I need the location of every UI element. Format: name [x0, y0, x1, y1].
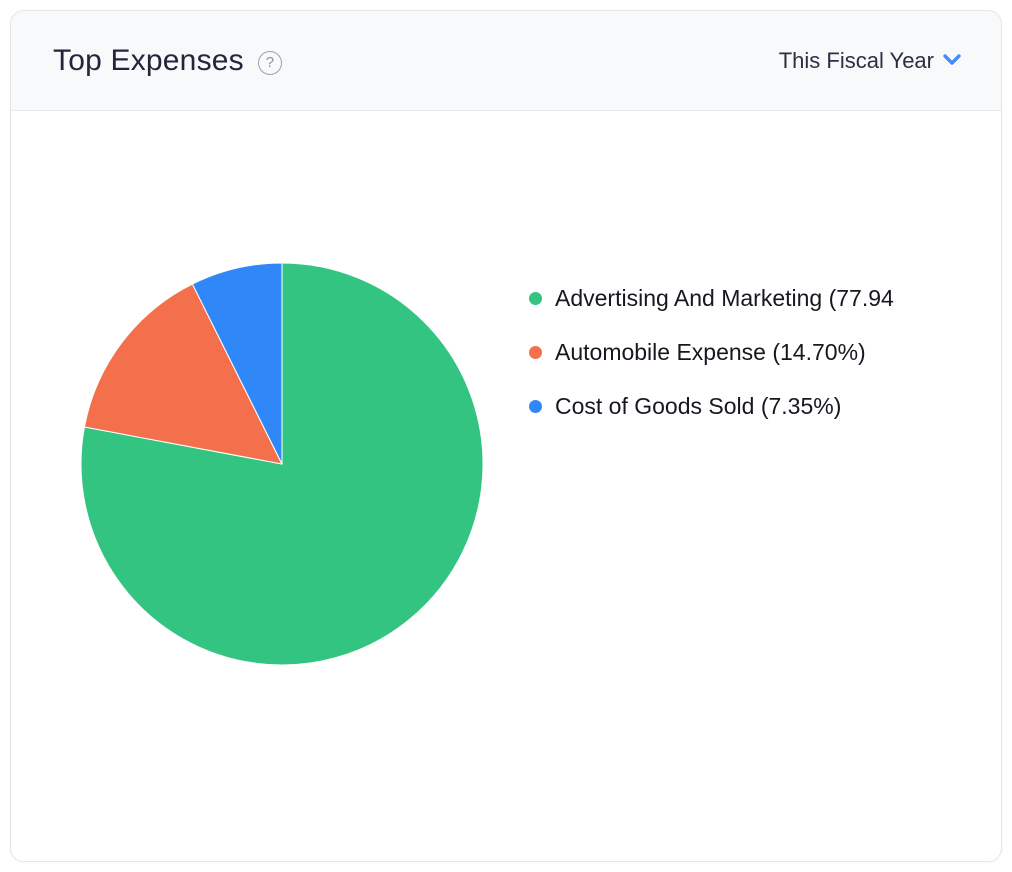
widget-header: Top Expenses ? This Fiscal Year	[11, 11, 1001, 111]
period-selector[interactable]: This Fiscal Year	[779, 48, 961, 74]
legend-dot-automobile	[529, 345, 542, 359]
chevron-down-icon	[943, 53, 961, 71]
legend-label: Cost of Goods Sold (7.35%)	[555, 392, 842, 419]
top-expenses-widget: Top Expenses ? This Fiscal Year Advertis…	[10, 10, 1002, 862]
legend-item[interactable]: Advertising And Marketing (77.94	[529, 283, 894, 313]
legend-dot-cogs	[529, 399, 542, 413]
widget-header-left: Top Expenses ?	[53, 44, 282, 78]
legend-dot-advertising	[529, 291, 542, 305]
question-mark-circle-icon[interactable]: ?	[257, 50, 282, 75]
legend-label: Automobile Expense (14.70%)	[555, 338, 866, 365]
legend-item[interactable]: Automobile Expense (14.70%)	[529, 337, 894, 367]
pie-slice-automobile-expense[interactable]	[83, 283, 283, 465]
page-title: Top Expenses	[53, 43, 244, 77]
pie-chart[interactable]	[79, 261, 485, 667]
legend-label: Advertising And Marketing (77.94	[555, 284, 894, 311]
pie-slice-cost-of-goods-sold[interactable]	[191, 262, 283, 465]
legend-item[interactable]: Cost of Goods Sold (7.35%)	[529, 391, 894, 421]
widget-body: Advertising And Marketing (77.94 Automob…	[11, 111, 1001, 861]
period-selector-label: This Fiscal Year	[778, 47, 934, 73]
chart-legend: Advertising And Marketing (77.94 Automob…	[529, 283, 894, 421]
